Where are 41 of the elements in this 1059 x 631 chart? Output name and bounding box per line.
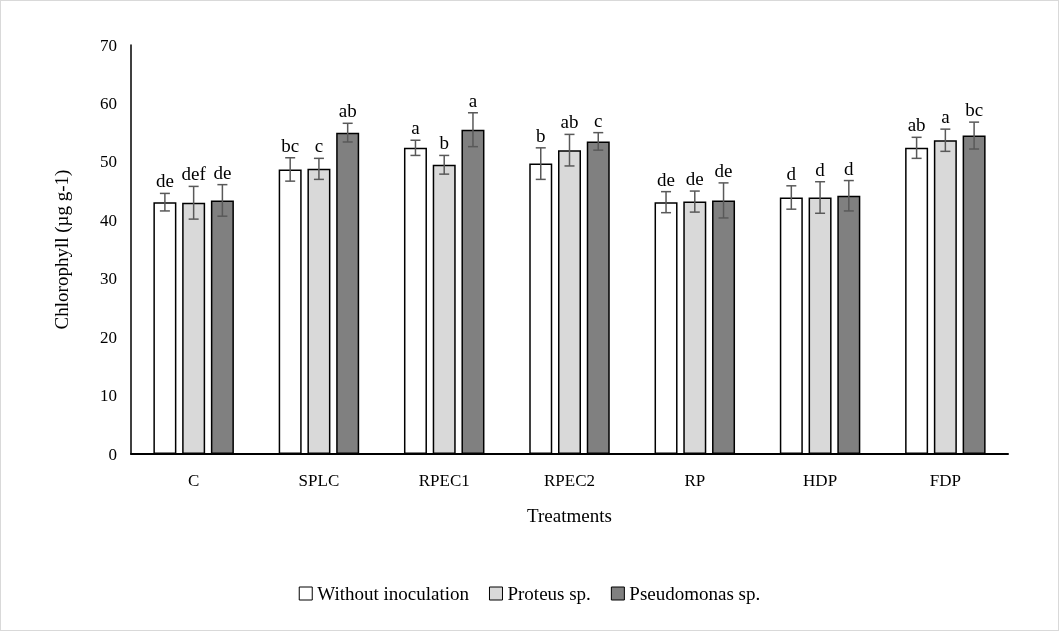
data-label: c: [314, 135, 324, 157]
data-label: def: [181, 163, 207, 185]
data-label: ab: [338, 100, 357, 122]
data-label: de: [657, 168, 675, 190]
data-label: d: [786, 162, 797, 184]
y-tick-label: 0: [108, 444, 117, 464]
y-tick-label: 30: [100, 269, 117, 289]
data-label: b: [536, 124, 546, 146]
x-tick-label: SPLC: [298, 471, 340, 490]
data-label: bc: [281, 134, 300, 156]
data-label: c: [594, 109, 603, 131]
x-tick-label: RPEC1: [418, 471, 470, 490]
x-tick-label: HDP: [803, 471, 838, 490]
x-axis-title: Treatments: [527, 505, 612, 526]
x-tick-label: C: [187, 471, 200, 490]
x-tick-label: FDP: [929, 471, 961, 490]
data-label: ab: [907, 114, 926, 136]
y-tick-label: 20: [100, 327, 117, 347]
y-tick-label: 60: [100, 93, 117, 113]
y-tick-label: 10: [100, 386, 117, 406]
y-tick-label: 50: [100, 152, 117, 172]
data-label: a: [941, 106, 951, 128]
data-label: de: [213, 161, 232, 183]
data-label: d: [844, 157, 855, 179]
data-label: b: [439, 132, 449, 154]
y-tick-label: 70: [100, 35, 117, 55]
data-label: bc: [965, 99, 984, 121]
y-tick-label: 40: [100, 210, 117, 230]
data-label: ab: [560, 111, 579, 133]
legend-label: Pseudomonas sp.: [629, 583, 761, 604]
data-label: de: [685, 168, 704, 190]
legend-label: Without inoculation: [317, 583, 470, 604]
x-tick-label: RPEC2: [543, 471, 596, 490]
y-axis-title: Chlorophyll (µg g-1): [51, 169, 73, 330]
data-label: de: [155, 170, 174, 192]
x-tick-label: RP: [684, 471, 706, 490]
data-label: de: [714, 159, 733, 181]
legend-label: Proteus sp.: [507, 583, 591, 604]
data-label: a: [468, 89, 478, 111]
data-label: a: [411, 117, 421, 139]
data-label: d: [815, 158, 826, 180]
